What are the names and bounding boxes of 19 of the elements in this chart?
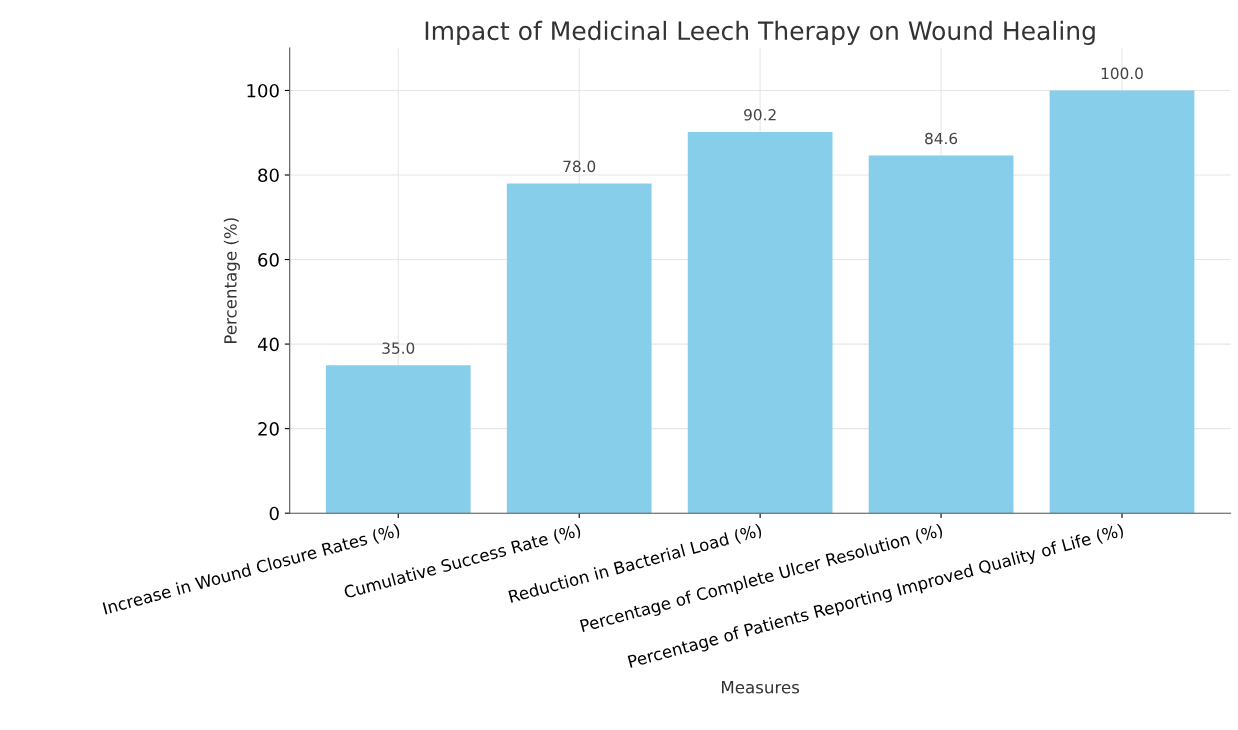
x-axis-title: Measures bbox=[722, 681, 800, 694]
y-tick-label: 0 bbox=[269, 506, 279, 521]
data-label: 100.0 bbox=[1101, 67, 1143, 80]
y-tick-label: 20 bbox=[258, 422, 279, 436]
y-axis-title: Percentage (%) bbox=[223, 218, 240, 343]
chart-title: Impact of Medicinal Leech Therapy on Wound Healing bbox=[425, 20, 1095, 46]
data-label: 84.6 bbox=[925, 132, 958, 145]
data-label: 90.2 bbox=[744, 109, 776, 121]
y-tick-label: 100 bbox=[247, 83, 279, 98]
y-tick-label: 40 bbox=[257, 337, 279, 352]
data-label: 35.0 bbox=[382, 342, 415, 354]
bar bbox=[687, 131, 833, 514]
data-label: 78.0 bbox=[563, 160, 596, 173]
y-tick-label: 60 bbox=[258, 253, 279, 267]
y-tick-label: 80 bbox=[258, 168, 279, 183]
bar bbox=[1049, 90, 1195, 514]
bar bbox=[868, 155, 1014, 514]
bar bbox=[506, 183, 652, 514]
bar bbox=[325, 365, 471, 514]
